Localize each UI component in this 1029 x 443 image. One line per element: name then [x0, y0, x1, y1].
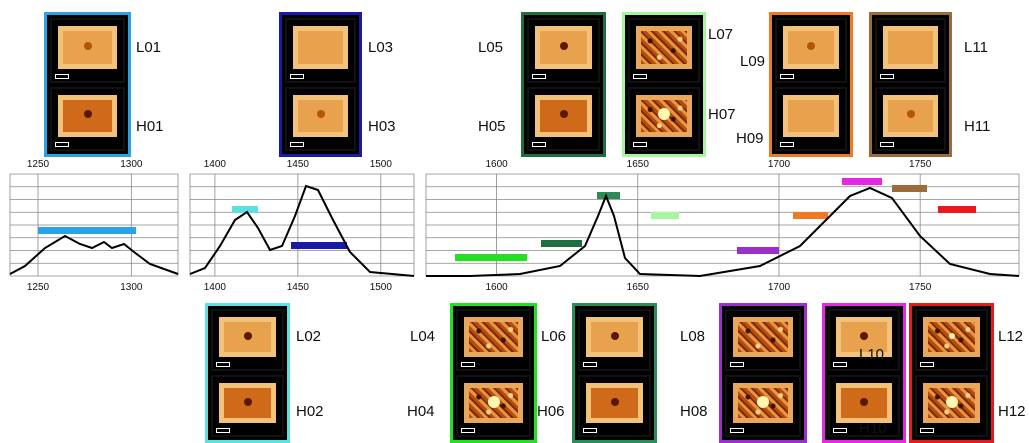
panel-02 — [205, 303, 290, 443]
panel-10 — [822, 303, 906, 443]
label-l01: L01 — [136, 39, 162, 56]
image-l02 — [211, 309, 284, 371]
tick-label: 1450 — [287, 159, 310, 170]
panel-12 — [909, 303, 994, 443]
label-l04: L04 — [410, 328, 436, 345]
image-h03 — [285, 86, 356, 151]
spectrum-chart: 1250 1250 1300 1300 1400 1400 1450 1450 1500 1500… — [9, 159, 1020, 293]
image-h02 — [211, 375, 284, 437]
label-h08: H08 — [680, 403, 708, 420]
panel-07 — [622, 12, 706, 157]
marker-bar-03 — [291, 242, 347, 249]
label-h06: H06 — [537, 403, 565, 420]
image-l10 — [828, 309, 900, 371]
marker-bar-11 — [892, 185, 927, 192]
panel-09 — [769, 12, 853, 157]
label-l08: L08 — [680, 328, 706, 345]
label-h07: H07 — [708, 106, 736, 123]
tick-label: 1500 — [370, 282, 393, 293]
label-l12: L12 — [998, 328, 1024, 345]
panel-06 — [572, 303, 657, 443]
tick-label: 1600 — [485, 282, 508, 293]
label-l09: L09 — [740, 53, 766, 70]
label-l02: L02 — [296, 328, 322, 345]
image-h04 — [456, 375, 531, 437]
image-l08 — [725, 309, 801, 371]
marker-bar-10 — [842, 178, 882, 185]
image-l05 — [527, 18, 600, 83]
tick-label: 1250 — [27, 282, 50, 293]
label-h10: H10 — [859, 420, 887, 437]
image-h11 — [875, 86, 946, 151]
label-l07: L07 — [708, 26, 734, 43]
image-h07 — [628, 86, 700, 151]
label-l11: L11 — [964, 39, 988, 56]
image-l01 — [50, 18, 125, 83]
tick-label: 1300 — [120, 282, 143, 293]
tick-label: 1250 — [27, 159, 50, 170]
tick-label: 1750 — [909, 282, 932, 293]
label-h03: H03 — [368, 118, 396, 135]
spectrum-curve — [9, 184, 1020, 278]
label-l05: L05 — [478, 39, 504, 56]
tick-label: 1700 — [768, 159, 791, 170]
image-l07 — [628, 18, 700, 83]
tick-label: 1400 — [204, 159, 227, 170]
marker-bar-01 — [38, 227, 136, 234]
panel-08 — [719, 303, 807, 443]
tick-label: 1650 — [627, 159, 650, 170]
marker-bar-02 — [232, 206, 258, 213]
image-l03 — [285, 18, 356, 83]
panel-11 — [869, 12, 952, 157]
label-h05: H05 — [478, 118, 506, 135]
panel-05 — [521, 12, 606, 157]
image-h05 — [527, 86, 600, 151]
image-l09 — [775, 18, 847, 83]
image-h12 — [915, 375, 988, 437]
tick-label: 1650 — [627, 282, 650, 293]
tick-label: 1750 — [909, 159, 932, 170]
tick-label: 1450 — [287, 282, 310, 293]
tick-label: 1500 — [370, 159, 393, 170]
panel-04 — [450, 303, 537, 443]
label-l06: L06 — [541, 328, 567, 345]
panel-03 — [279, 12, 362, 157]
marker-bar-04 — [455, 254, 527, 261]
label-h09: H09 — [736, 130, 764, 147]
marker-bar-06 — [597, 192, 620, 199]
image-l11 — [875, 18, 946, 83]
marker-bar-05 — [541, 240, 582, 247]
image-l06 — [578, 309, 651, 371]
label-l03: L03 — [368, 39, 394, 56]
tick-label: 1300 — [120, 159, 143, 170]
image-l04 — [456, 309, 531, 371]
image-h09 — [775, 86, 847, 151]
label-h01: H01 — [136, 118, 164, 135]
label-h02: H02 — [296, 403, 324, 420]
image-l12 — [915, 309, 988, 371]
image-h10 — [828, 375, 900, 437]
tick-label: 1600 — [485, 159, 508, 170]
label-l10: L10 — [859, 346, 885, 363]
tick-label: 1400 — [204, 282, 227, 293]
tick-label: 1700 — [768, 282, 791, 293]
panel-01 — [44, 12, 131, 157]
marker-bar-09 — [793, 212, 828, 219]
label-h11: H11 — [964, 118, 991, 135]
marker-bar-07 — [651, 212, 679, 219]
label-h12: H12 — [998, 403, 1026, 420]
label-h04: H04 — [407, 403, 435, 420]
marker-bar-08 — [737, 247, 779, 254]
image-h01 — [50, 86, 125, 151]
marker-bar-12 — [938, 206, 976, 213]
image-h08 — [725, 375, 801, 437]
image-h06 — [578, 375, 651, 437]
